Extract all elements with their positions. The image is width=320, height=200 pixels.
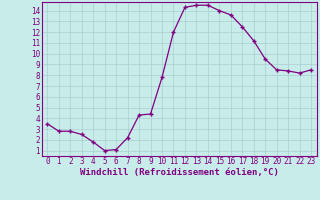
- X-axis label: Windchill (Refroidissement éolien,°C): Windchill (Refroidissement éolien,°C): [80, 168, 279, 177]
